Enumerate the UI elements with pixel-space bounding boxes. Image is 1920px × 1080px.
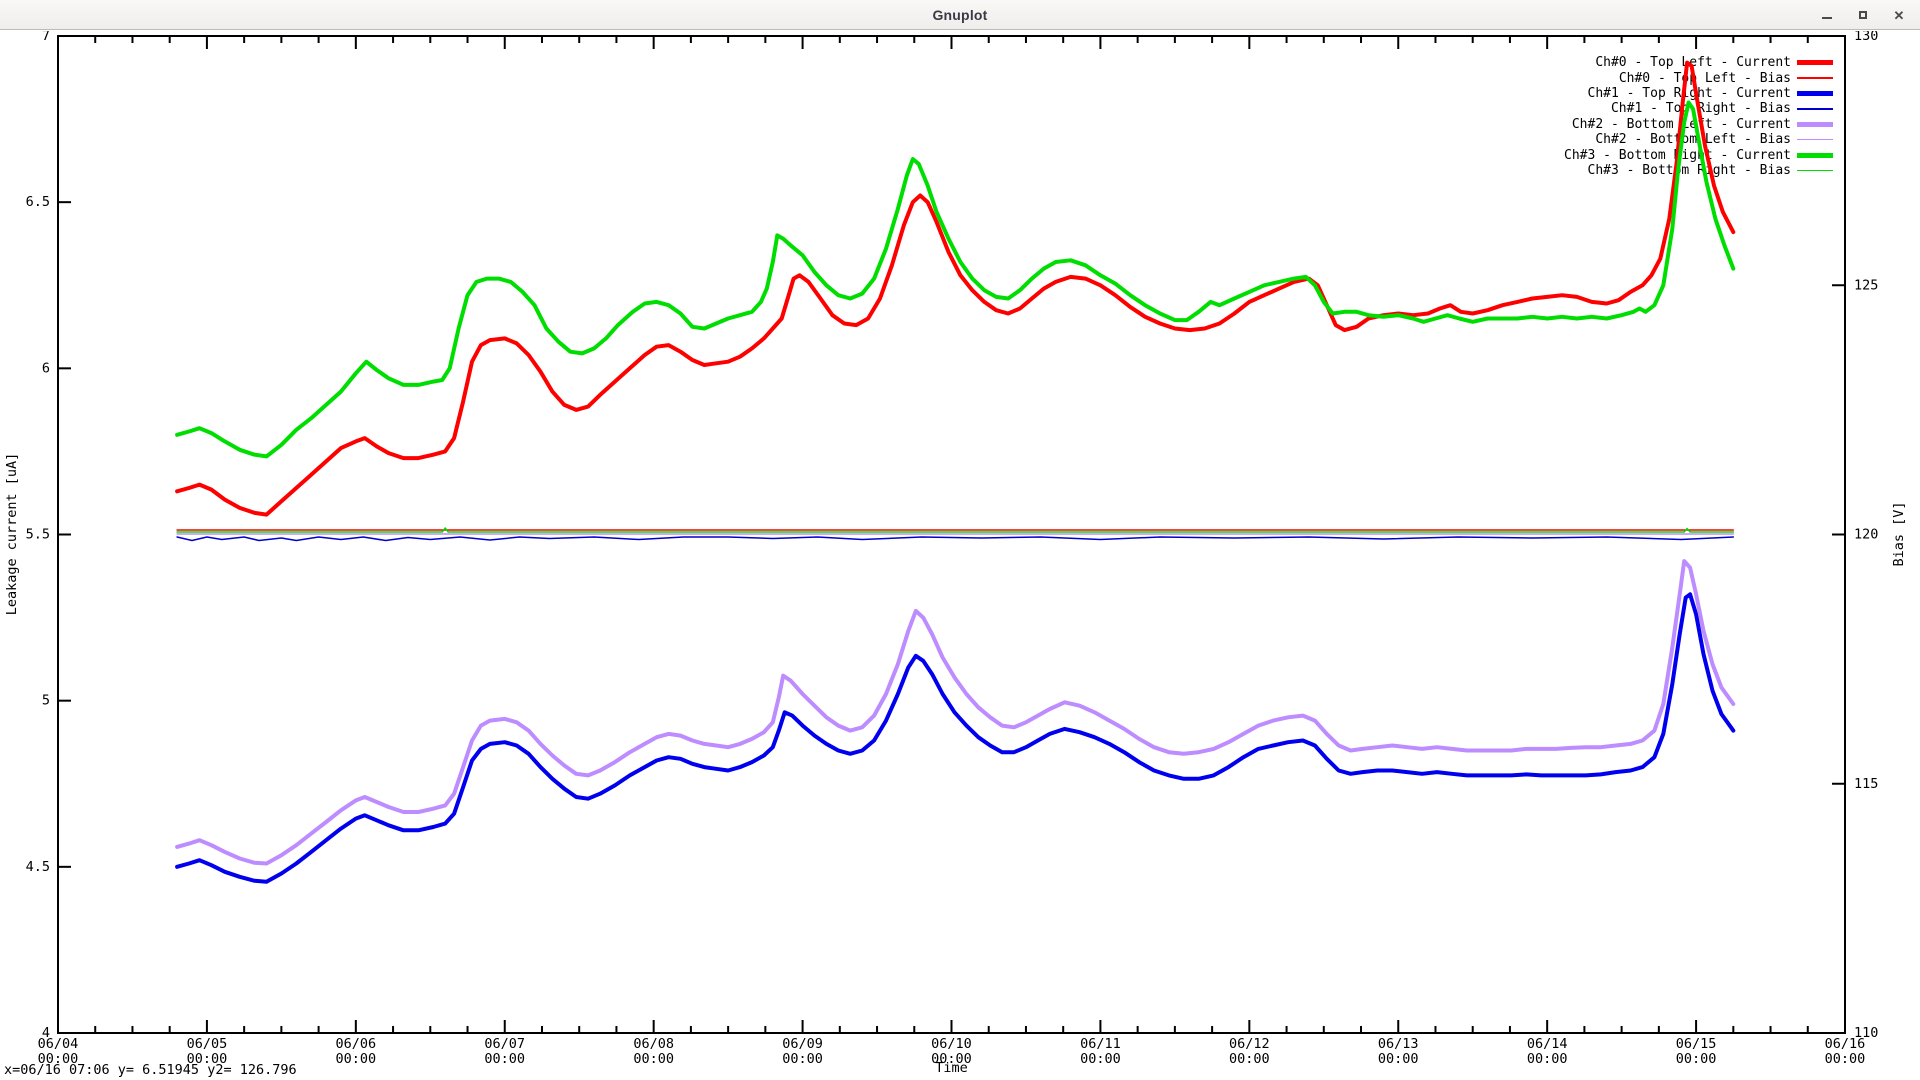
- x-tick-label: 06/09: [782, 1036, 823, 1052]
- title-bar: Gnuplot ✕: [0, 0, 1920, 30]
- svg-text:00:00: 00:00: [1080, 1051, 1121, 1067]
- x-axis-title: Time: [935, 1060, 968, 1076]
- svg-text:00:00: 00:00: [1229, 1051, 1270, 1067]
- y2-tick-label: 115: [1854, 776, 1878, 792]
- x-tick-label: 06/11: [1080, 1036, 1121, 1052]
- y-tick-label: 7: [42, 31, 50, 44]
- series-line: [175, 60, 1736, 517]
- legend-line-sample: [1797, 77, 1833, 79]
- legend-label: Ch#0 - Top Left - Current: [1595, 55, 1791, 71]
- x-tick-label: 06/06: [336, 1036, 377, 1052]
- svg-text:00:00: 00:00: [336, 1051, 377, 1067]
- legend-item: Ch#3 - Bottom Right - Current: [1564, 147, 1833, 163]
- x-tick-label: 06/13: [1378, 1036, 1419, 1052]
- svg-text:00:00: 00:00: [931, 1051, 972, 1067]
- y-tick-label: 5: [42, 693, 50, 709]
- y-tick-label: 6.5: [26, 194, 50, 210]
- chart-canvas[interactable]: 06/0400:0006/0500:0006/0600:0006/0700:00…: [0, 31, 1920, 1080]
- maximize-button[interactable]: [1852, 4, 1874, 26]
- series-line: [176, 536, 1735, 542]
- x-tick-label: 06/16: [1825, 1036, 1866, 1052]
- plot-area: Ch#0 - Top Left - Current Ch#0 - Top Left…: [0, 31, 1920, 1080]
- legend-line-sample: [1797, 138, 1833, 141]
- svg-text:00:00: 00:00: [1378, 1051, 1419, 1067]
- maximize-icon: [1859, 11, 1867, 19]
- legend-item: Ch#2 - Bottom Left - Current: [1564, 117, 1833, 132]
- y-tick-label: 4.5: [26, 859, 50, 875]
- svg-text:00:00: 00:00: [1676, 1051, 1717, 1067]
- svg-text:00:00: 00:00: [187, 1051, 228, 1067]
- window-title: Gnuplot: [932, 6, 988, 23]
- svg-text:00:00: 00:00: [633, 1051, 674, 1067]
- x-tick-label: 06/12: [1229, 1036, 1270, 1052]
- y-tick-label: 5.5: [26, 527, 50, 543]
- y2-tick-label: 110: [1854, 1025, 1878, 1041]
- svg-text:00:00: 00:00: [1527, 1051, 1568, 1067]
- close-button[interactable]: ✕: [1888, 4, 1910, 26]
- series-line: [175, 592, 1736, 884]
- series-line: [176, 527, 1735, 533]
- y2-axis-title: Bias [V]: [1891, 501, 1907, 566]
- legend-line-sample: [1797, 90, 1833, 96]
- legend-line-sample: [1797, 60, 1833, 66]
- x-tick-label: 06/08: [633, 1036, 674, 1052]
- legend-line-sample: [1797, 152, 1833, 158]
- y2-tick-label: 130: [1854, 31, 1878, 44]
- x-tick-label: 06/10: [931, 1036, 972, 1052]
- legend-line-sample: [1797, 108, 1833, 110]
- minimize-icon: [1822, 17, 1832, 19]
- x-tick-label: 06/05: [187, 1036, 228, 1052]
- y-tick-label: 4: [42, 1025, 50, 1041]
- legend-line-sample: [1797, 169, 1833, 172]
- legend-label: Ch#0 - Top Left - Bias: [1618, 70, 1791, 86]
- legend-label: Ch#2 - Bottom Left - Current: [1571, 116, 1791, 132]
- legend-item: Ch#0 - Top Left - Bias: [1564, 70, 1833, 86]
- x-tick-label: 06/14: [1527, 1036, 1568, 1052]
- legend-line-sample: [1797, 121, 1833, 127]
- legend: Ch#0 - Top Left - Current Ch#0 - Top Left…: [1564, 55, 1833, 178]
- svg-text:00:00: 00:00: [484, 1051, 525, 1067]
- series-line: [175, 100, 1736, 459]
- legend-item: Ch#1 - Top Right - Bias: [1564, 101, 1833, 116]
- svg-text:00:00: 00:00: [38, 1051, 79, 1067]
- legend-item: Ch#2 - Bottom Left - Bias: [1564, 132, 1833, 147]
- window-controls: ✕: [1816, 0, 1910, 30]
- status-bar: x=06/16 07:06 y= 6.51945 y2= 126.796: [4, 1062, 297, 1078]
- y2-tick-label: 125: [1854, 277, 1878, 293]
- legend-item: Ch#0 - Top Left - Current: [1564, 55, 1833, 70]
- series-line: [175, 559, 1736, 866]
- svg-text:00:00: 00:00: [782, 1051, 823, 1067]
- legend-label: Ch#2 - Bottom Left - Bias: [1595, 132, 1791, 148]
- y-tick-label: 6: [42, 360, 50, 376]
- close-icon: ✕: [1893, 7, 1905, 23]
- x-tick-label: 06/04: [38, 1036, 79, 1052]
- y2-tick-label: 120: [1854, 527, 1878, 543]
- x-tick-label: 06/15: [1676, 1036, 1717, 1052]
- y-axis-title: Leakage current [uA]: [4, 453, 20, 616]
- legend-label: Ch#3 - Bottom Right - Current: [1564, 147, 1791, 163]
- x-tick-label: 06/07: [484, 1036, 525, 1052]
- svg-text:00:00: 00:00: [1825, 1051, 1866, 1067]
- minimize-button[interactable]: [1816, 4, 1838, 26]
